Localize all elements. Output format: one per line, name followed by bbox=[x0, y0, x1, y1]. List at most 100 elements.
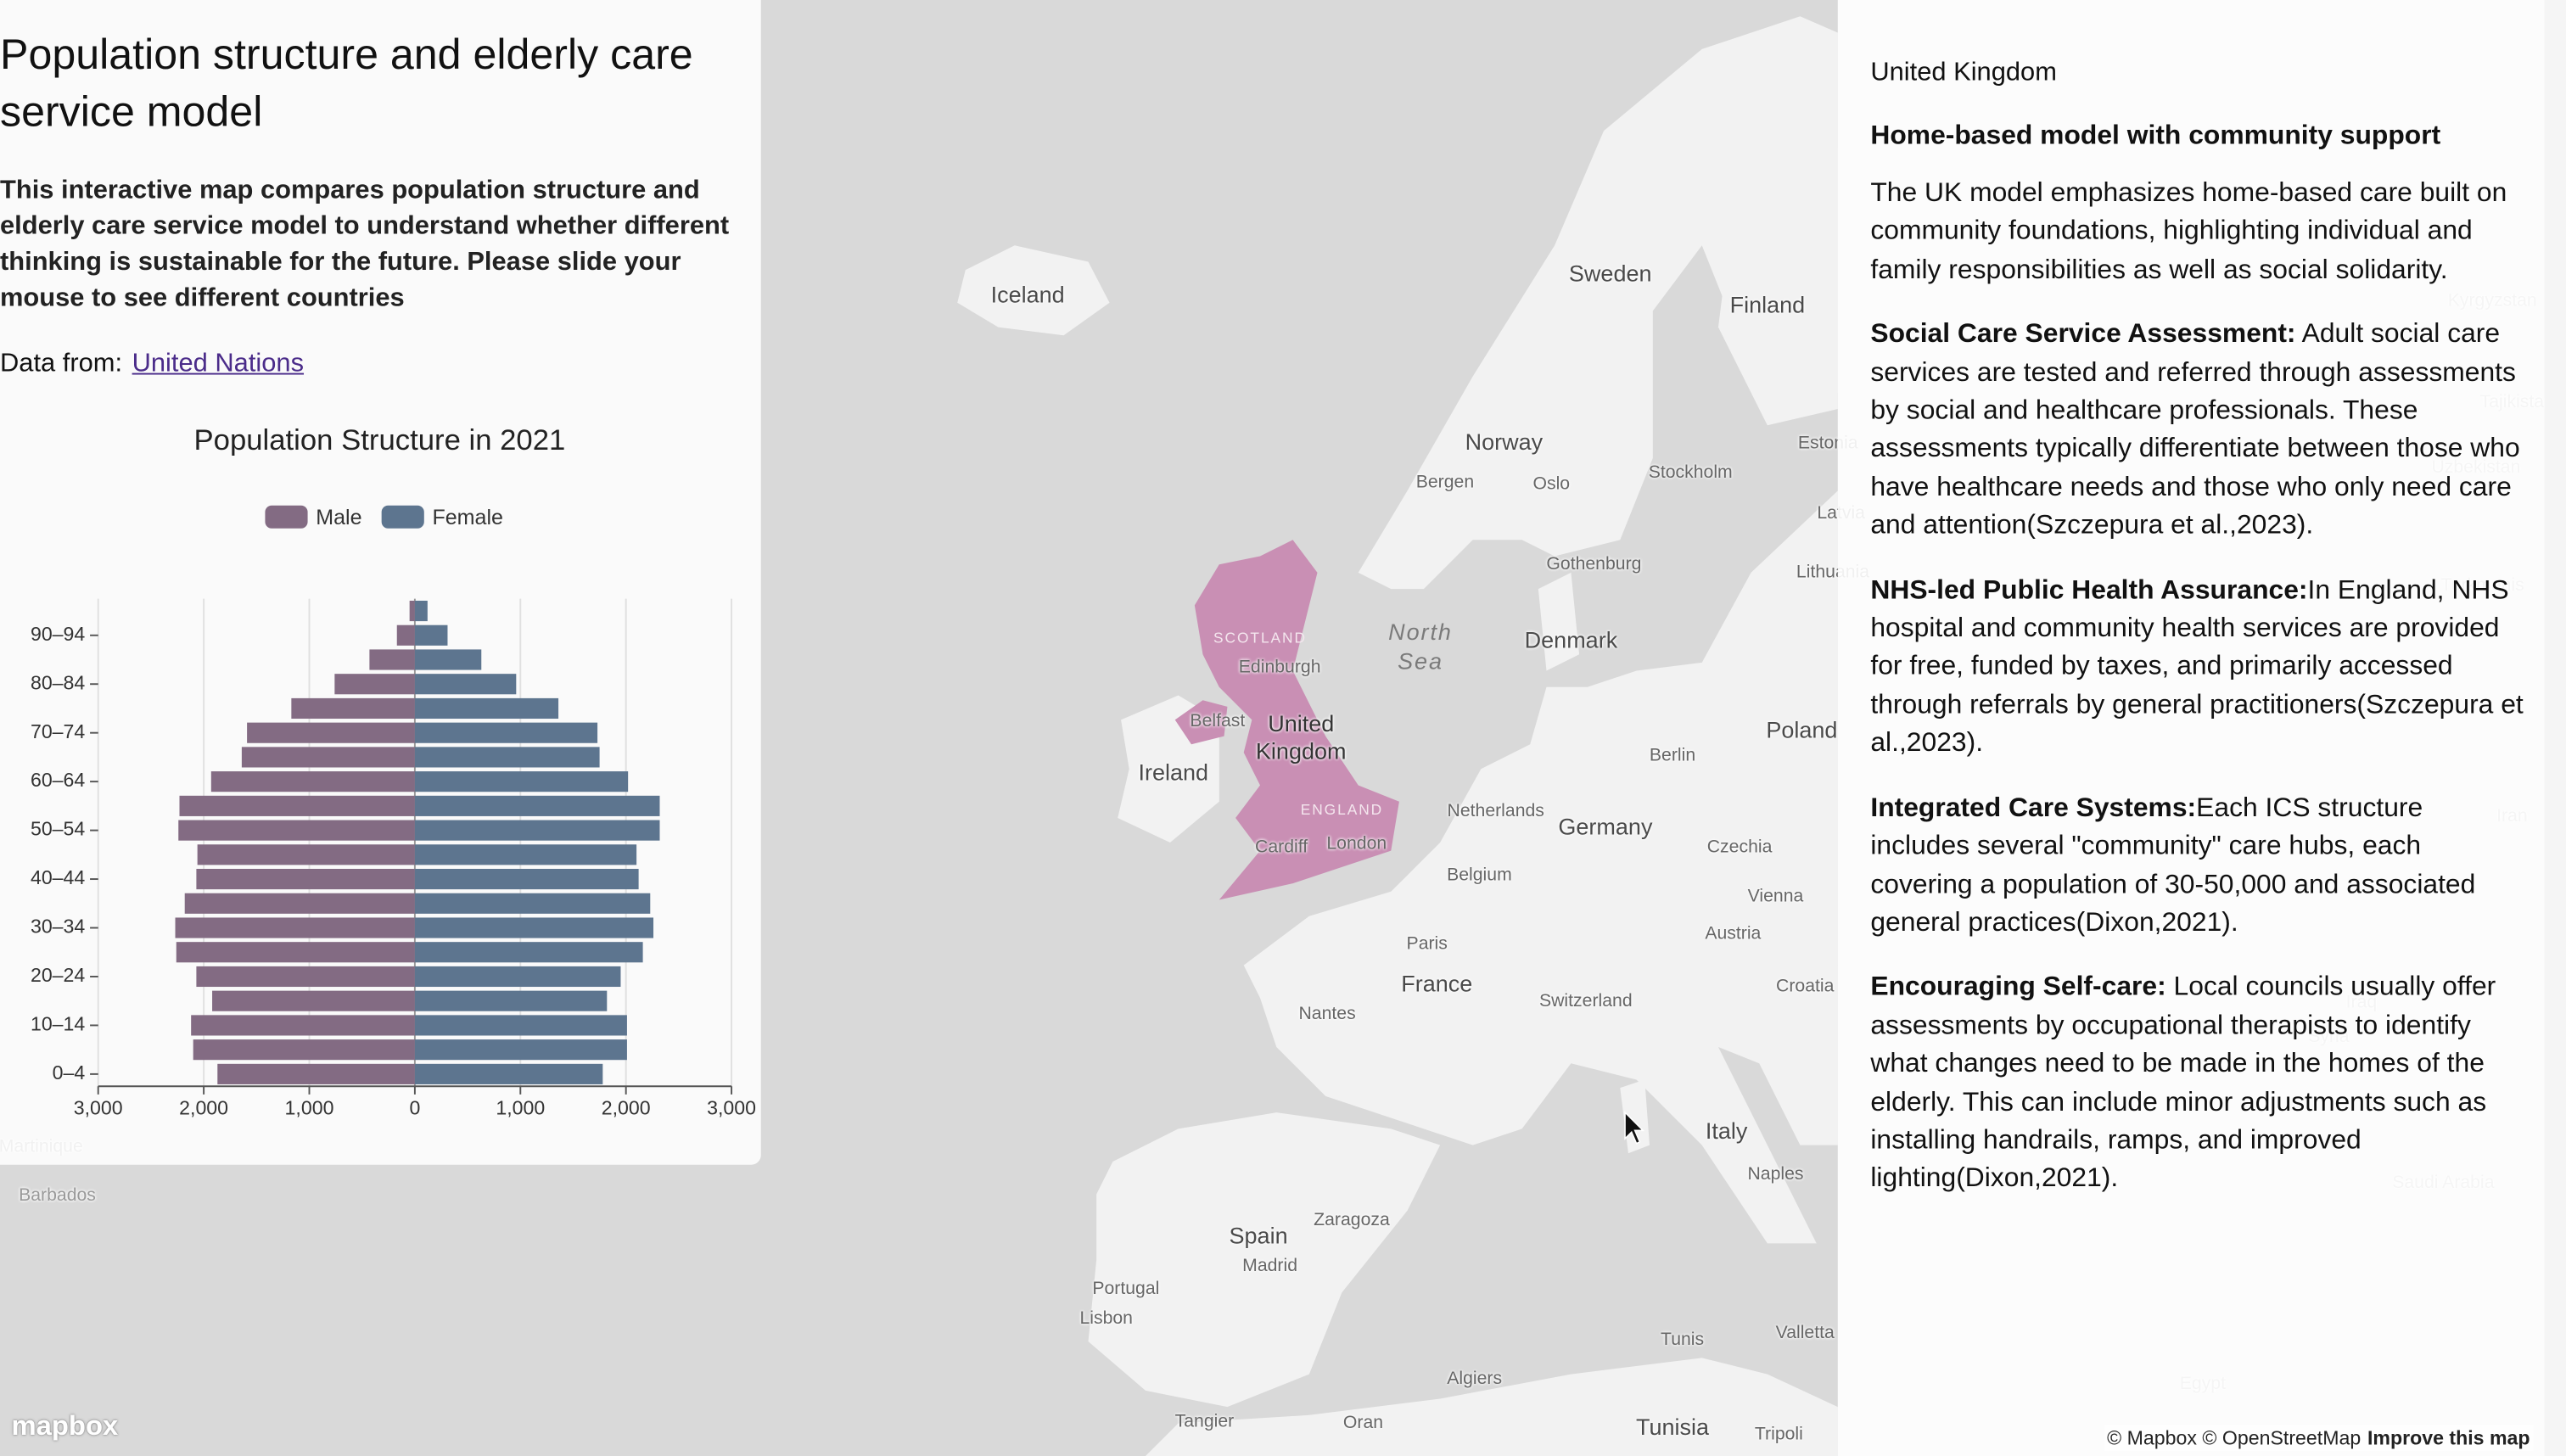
map-label: Spain bbox=[1229, 1222, 1288, 1249]
scrollbar[interactable] bbox=[2544, 0, 2566, 1456]
chart: Population Structure in 2021 Male Female 3… bbox=[31, 424, 756, 1119]
map-label: Tangier bbox=[1174, 1411, 1235, 1432]
map-label: Sea bbox=[1398, 647, 1443, 675]
map-label: Valletta bbox=[1775, 1323, 1835, 1343]
section-heading: Encouraging Self-care: bbox=[1870, 972, 2166, 1002]
bar bbox=[176, 942, 415, 963]
uk-highlight[interactable] bbox=[1194, 540, 1399, 900]
legend-swatch bbox=[265, 505, 308, 529]
legend-item: Male bbox=[265, 505, 362, 529]
section-heading: Integrated Care Systems: bbox=[1870, 792, 2197, 823]
bar bbox=[414, 795, 660, 816]
legend-label: Male bbox=[316, 506, 361, 529]
section-body: Adult social care services are tested an… bbox=[1870, 319, 2520, 540]
model-name: Home-based model with community support bbox=[1870, 120, 2441, 151]
land bbox=[1538, 572, 1580, 671]
bar bbox=[414, 624, 448, 646]
map-label: Madrid bbox=[1242, 1256, 1297, 1276]
bar bbox=[414, 820, 660, 841]
legend-swatch bbox=[381, 505, 424, 529]
land bbox=[1243, 490, 1838, 1244]
bar bbox=[414, 1063, 603, 1084]
bar bbox=[414, 990, 608, 1011]
map-label: Ireland bbox=[1138, 759, 1209, 786]
source-label: Data from: bbox=[0, 350, 123, 378]
map-label: North bbox=[1388, 618, 1453, 645]
bar bbox=[210, 771, 415, 792]
legend-item: Female bbox=[381, 505, 503, 529]
x-tick-label: 1,000 bbox=[285, 1096, 334, 1118]
bar bbox=[175, 917, 415, 938]
x-tick-label: 2,000 bbox=[179, 1096, 228, 1118]
bar bbox=[191, 1015, 415, 1036]
map-label: Oran bbox=[1342, 1413, 1384, 1434]
ni-highlight[interactable] bbox=[1174, 700, 1228, 745]
x-tick-label: 3,000 bbox=[74, 1096, 123, 1118]
mapbox-logo: mapbox bbox=[11, 1410, 119, 1442]
attribution-text: © Mapbox © OpenStreetMap bbox=[2107, 1426, 2362, 1450]
map-label: Italy bbox=[1705, 1117, 1748, 1144]
section: NHS-led Public Health Assurance:In Engla… bbox=[1870, 572, 2524, 764]
bar bbox=[241, 747, 415, 768]
map-label: Lisbon bbox=[1079, 1308, 1133, 1329]
legend-label: Female bbox=[432, 506, 503, 529]
bar bbox=[414, 966, 621, 988]
bar bbox=[414, 600, 428, 622]
bar bbox=[414, 893, 651, 914]
map-label: Iceland bbox=[990, 281, 1065, 308]
bar bbox=[334, 674, 415, 695]
land bbox=[1145, 1358, 1838, 1456]
map-label: Gothenburg bbox=[1546, 554, 1642, 574]
map-label: Czechia bbox=[1706, 837, 1773, 858]
improve-link[interactable]: Improve this map bbox=[2367, 1426, 2530, 1450]
bar bbox=[414, 868, 639, 890]
land bbox=[1358, 16, 1838, 590]
y-tick-label: 40–44 bbox=[31, 866, 85, 888]
map-label: Naples bbox=[1747, 1164, 1804, 1184]
map-label: London bbox=[1326, 834, 1387, 854]
bar bbox=[369, 649, 415, 670]
map-label: Nantes bbox=[1298, 1004, 1356, 1024]
section: Social Care Service Assessment: Adult so… bbox=[1870, 316, 2524, 546]
map-label: France bbox=[1401, 970, 1473, 997]
bar bbox=[414, 1039, 627, 1061]
y-tick-label: 50–54 bbox=[31, 818, 85, 840]
bar bbox=[414, 844, 637, 865]
section: Encouraging Self-care: Local councils us… bbox=[1870, 969, 2524, 1199]
bar bbox=[414, 942, 643, 963]
map-label: Austria bbox=[1705, 924, 1762, 944]
map-label: Kingdom bbox=[1255, 737, 1347, 764]
bar bbox=[414, 697, 559, 720]
x-tick-label: 0 bbox=[409, 1096, 420, 1118]
bar bbox=[414, 747, 600, 768]
y-tick-label: 0–4 bbox=[53, 1061, 86, 1084]
map-label: Stockholm bbox=[1648, 462, 1733, 483]
land bbox=[1717, 147, 1838, 426]
section-heading: NHS-led Public Health Assurance: bbox=[1870, 575, 2308, 605]
x-tick-label: 2,000 bbox=[602, 1096, 651, 1118]
bar bbox=[196, 966, 415, 988]
cursor bbox=[1624, 1111, 1645, 1145]
map-label: Barbados bbox=[19, 1185, 96, 1207]
map-label: Algiers bbox=[1447, 1369, 1503, 1389]
info: United Kingdom Home-based model with com… bbox=[1870, 59, 2524, 1224]
intro: This interactive map compares population… bbox=[0, 176, 730, 313]
map-label: Tunisia bbox=[1635, 1413, 1710, 1440]
section-heading: Social Care Service Assessment: bbox=[1870, 319, 2296, 350]
y-tick-label: 20–24 bbox=[31, 964, 85, 986]
map-label: Vienna bbox=[1747, 887, 1804, 907]
map-label: Sweden bbox=[1568, 260, 1652, 287]
country-name: United Kingdom bbox=[1870, 59, 2057, 87]
source-link[interactable]: United Nations bbox=[132, 350, 305, 378]
bar bbox=[179, 795, 415, 816]
x-tick-label: 1,000 bbox=[496, 1096, 545, 1118]
map-label: Croatia bbox=[1776, 977, 1835, 997]
map-label: Paris bbox=[1406, 933, 1448, 955]
map-label: United bbox=[1268, 709, 1335, 736]
y-tick-label: 10–14 bbox=[31, 1013, 85, 1035]
land bbox=[957, 245, 1110, 336]
map-label: Norway bbox=[1465, 428, 1544, 456]
map-label: Portugal bbox=[1092, 1279, 1160, 1299]
left-panel: Population structure and elderly care se… bbox=[0, 0, 761, 1165]
y-tick-label: 30–34 bbox=[31, 916, 85, 938]
